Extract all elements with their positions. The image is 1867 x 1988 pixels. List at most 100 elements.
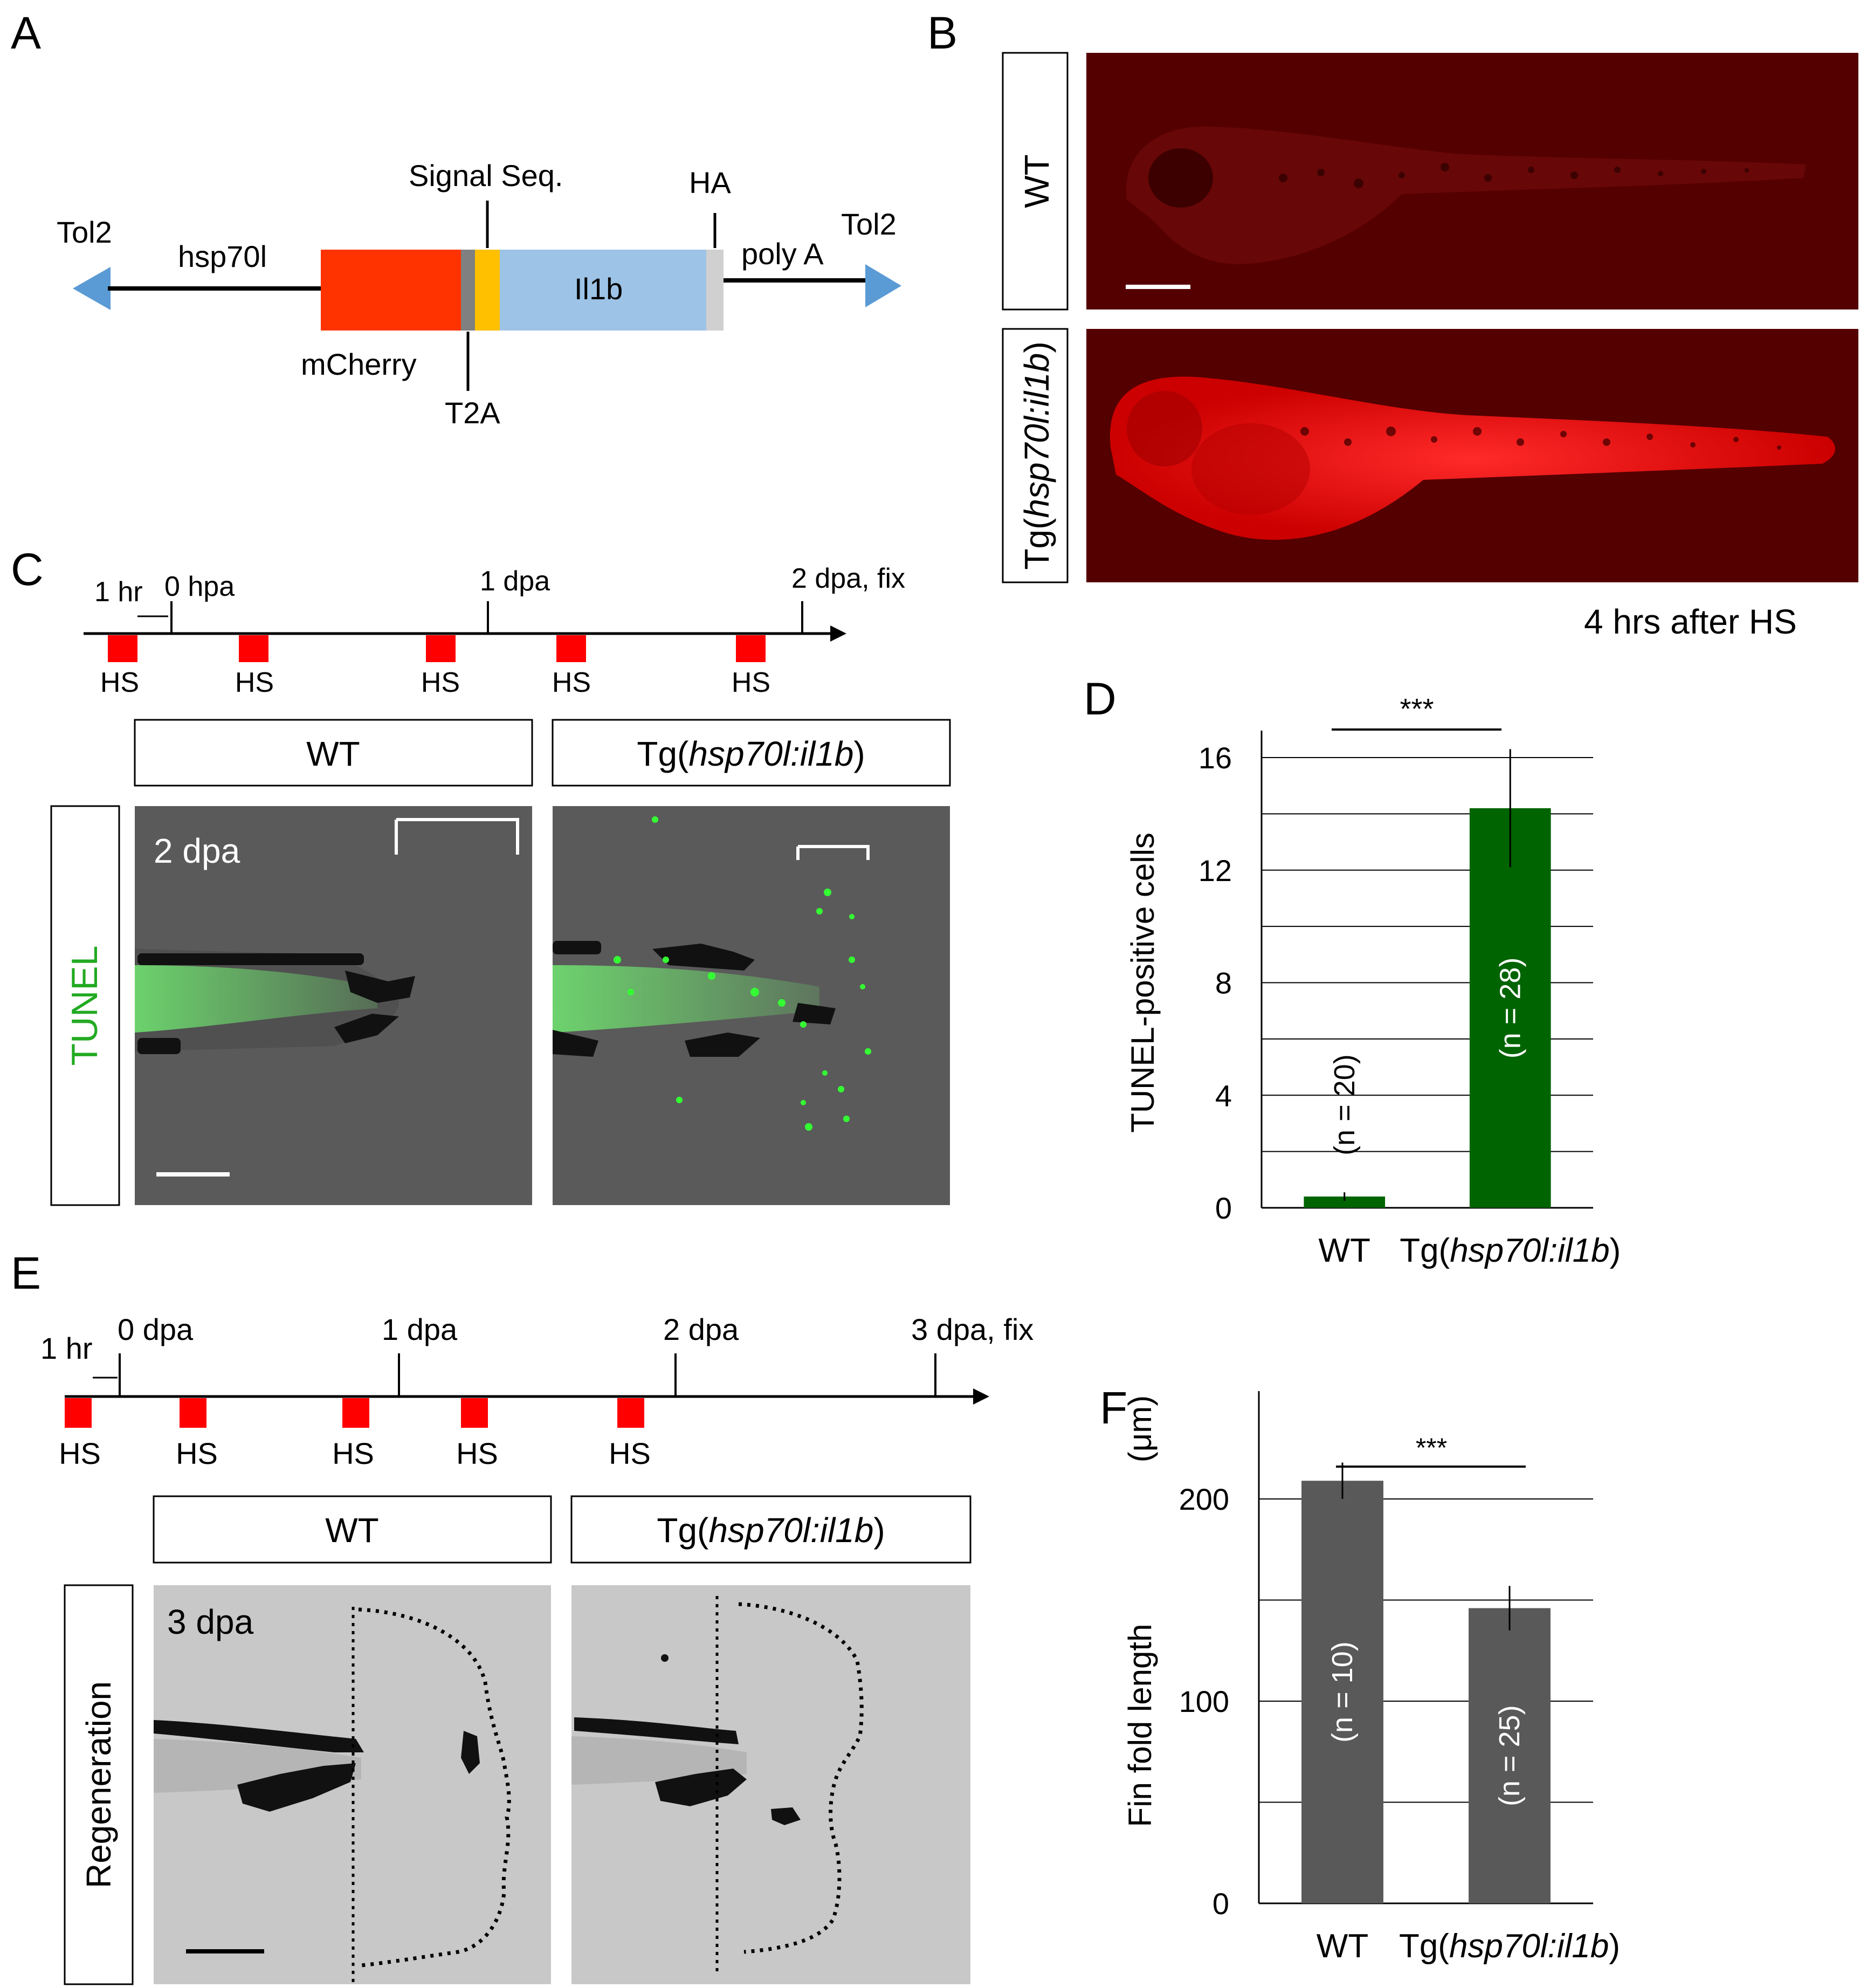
significance-label-d: ***: [1400, 693, 1434, 725]
hs-marker: [108, 635, 137, 662]
panel-d: D 0 4 8 12 16 TUNEL-positive cells (n = 20) WT (…: [1084, 673, 1621, 1269]
stage-label-e-wt: 3 dpa: [167, 1602, 254, 1641]
hs-label: HS: [176, 1436, 218, 1470]
panel-b: B WT Tg(hsp70l:il1b): [927, 8, 1858, 641]
y-tick-label-f: 0: [1212, 1887, 1229, 1921]
hs-marker: [239, 635, 268, 662]
hs-label: HS: [732, 667, 770, 698]
row-label-regeneration: Regeneration: [79, 1681, 118, 1888]
panel-letter-b: B: [927, 8, 957, 58]
y-axis-label-d: TUNEL-positive cells: [1125, 833, 1161, 1133]
hs-label: HS: [59, 1436, 101, 1470]
column-header-box-tg: [552, 719, 951, 787]
timeline-c-t3: 1 dpa: [480, 566, 550, 597]
tol2-right-arrow-icon: [865, 264, 901, 307]
row-label-wt: WT: [1017, 154, 1056, 208]
regenerate-outline-wt: [358, 1607, 511, 1968]
n-label-d: (n = 28): [1494, 958, 1526, 1059]
timeline-e-t3: 1 dpa: [382, 1312, 458, 1346]
tol2-right-label: Tol2: [841, 207, 897, 241]
tol2-left-arrow-icon: [73, 267, 111, 310]
chart-d: 0 4 8 12 16 TUNEL-positive cells (n = 20) WT (n …: [1125, 731, 1621, 1269]
column-header-tg: Tg(hsp70l:il1b): [637, 734, 865, 773]
timeline-e-t1: 1 hr: [40, 1331, 93, 1365]
y-tick-label-f: 100: [1179, 1684, 1229, 1718]
regenerate-outline-tg: [738, 1602, 864, 1954]
signal-seq-label: Signal Seq.: [409, 159, 563, 192]
panel-letter-d: D: [1084, 673, 1117, 724]
y-tick-label-f: 200: [1179, 1482, 1229, 1516]
panel-letter-c: C: [11, 544, 44, 595]
row-label-box-regeneration: [64, 1584, 134, 1985]
row-label-tg: Tg(hsp70l:il1b): [1017, 341, 1056, 569]
image-regeneration-tg: [571, 1585, 970, 1984]
image-wt-embryo: [1086, 53, 1858, 309]
promoter-label: hsp70l: [178, 239, 267, 273]
column-header-box-wt-e: [153, 1495, 552, 1564]
row-label-box-wt: [1002, 52, 1069, 311]
y-tick-label-d: 12: [1198, 854, 1232, 888]
column-header-box-tg-e: [570, 1495, 972, 1564]
hs-marker: [426, 635, 456, 662]
row-label-tunel: TUNEL: [64, 946, 105, 1066]
timeline-c: 1 hr 0 hpa 1 dpa 2 dpa, fix HS HS HS HS …: [84, 563, 905, 698]
hs-marker: [556, 635, 586, 662]
hs-label: HS: [100, 667, 139, 698]
scale-bracket-wt: [395, 818, 519, 855]
row-label-box-tunel: [50, 805, 120, 1206]
column-header-wt: WT: [306, 734, 360, 773]
hs-marker: [736, 635, 766, 662]
category-label-f: WT: [1317, 1928, 1368, 1965]
panel-letter-f: F: [1100, 1382, 1127, 1433]
row-label-box-tg: [1002, 328, 1069, 583]
category-label-d: WT: [1319, 1232, 1370, 1269]
column-header-wt-e: WT: [325, 1511, 379, 1550]
panel-letter-e: E: [11, 1248, 41, 1298]
timeline-c-t2: 0 hpa: [164, 571, 235, 602]
hs-marker: [65, 1398, 92, 1428]
scale-bar-e: [186, 1949, 264, 1953]
hs-label: HS: [235, 667, 274, 698]
category-label-f: Tg(hsp70l:il1b): [1399, 1928, 1620, 1965]
chart-f: 0 100 200 Fin fold length (μm) (n = 10) WT (n =…: [1122, 1391, 1620, 1965]
y-tick-label-d: 8: [1215, 966, 1232, 1000]
hs-label: HS: [552, 667, 591, 698]
hs-marker: [180, 1398, 206, 1428]
y-axis-unit-f: (μm): [1122, 1395, 1158, 1463]
hs-label: HS: [456, 1436, 498, 1470]
significance-label-f: ***: [1416, 1433, 1447, 1463]
n-label-f: (n = 10): [1326, 1641, 1359, 1743]
y-tick-label-d: 4: [1215, 1078, 1232, 1112]
bar-d: [1304, 1196, 1386, 1208]
polya-label: poly A: [741, 237, 824, 271]
column-header-tg-e: Tg(hsp70l:il1b): [657, 1511, 885, 1550]
y-tick-label-d: 0: [1215, 1191, 1232, 1225]
panel-a: A Tol2 hsp70l Signal Seq. HA Il1b poly A…: [11, 8, 901, 430]
panel-b-caption: 4 hrs after HS: [1584, 602, 1797, 641]
panel-f: F 0 100 200 Fin fold length (μm) (n = 10) WT (n…: [1100, 1382, 1620, 1965]
image-tunel-tg: [553, 806, 950, 1205]
panel-e: E 1 hr 0 dpa 1 dpa 2 dpa 3 dpa, fix HS H…: [11, 1248, 1034, 1985]
timeline-c-arrowhead-icon: [830, 625, 846, 642]
image-regeneration-wt: 3 dpa: [154, 1585, 551, 1984]
signal-seq-block: [475, 250, 500, 331]
image-tunel-wt: 2 dpa: [135, 806, 532, 1205]
n-label-d: (n = 20): [1328, 1054, 1361, 1155]
hs-label: HS: [609, 1436, 651, 1470]
timeline-e: 1 hr 0 dpa 1 dpa 2 dpa 3 dpa, fix HS HS …: [40, 1312, 1034, 1470]
n-label-f: (n = 25): [1493, 1705, 1526, 1806]
category-label-d: Tg(hsp70l:il1b): [1400, 1232, 1621, 1269]
tol2-left-label: Tol2: [57, 215, 112, 249]
il1b-block: [500, 250, 706, 331]
timeline-e-t5: 3 dpa, fix: [911, 1312, 1034, 1346]
mcherry-block: [321, 250, 461, 331]
panel-letter-a: A: [11, 8, 41, 58]
bar-d: [1469, 808, 1551, 1208]
scale-bar-c: [156, 1172, 230, 1177]
y-tick-label-d: 16: [1198, 741, 1232, 775]
stage-label-c-wt: 2 dpa: [154, 831, 240, 870]
hs-label: HS: [421, 667, 460, 698]
hs-marker: [461, 1398, 488, 1428]
mcherry-label: mCherry: [301, 347, 417, 381]
